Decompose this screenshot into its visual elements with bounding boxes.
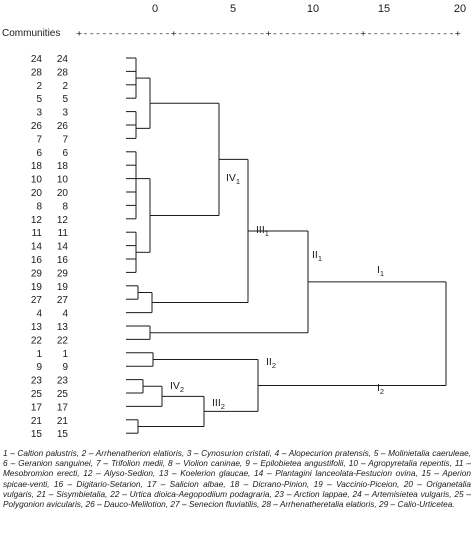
community-label: 29 [31, 268, 43, 279]
scale-tick-0: 0 [152, 3, 158, 15]
community-label: 22 [31, 335, 43, 346]
community-label: 26 [31, 121, 43, 132]
community-label: 7 [36, 134, 42, 145]
community-label: 16 [57, 255, 69, 266]
cluster-label-iii1: III1 [256, 224, 269, 238]
community-label: 15 [57, 429, 69, 440]
community-label: 10 [57, 175, 69, 186]
community-label: 23 [31, 376, 43, 387]
community-label: 25 [31, 389, 43, 400]
community-label: 27 [57, 295, 69, 306]
community-label: 6 [62, 148, 68, 159]
community-label: 12 [57, 215, 69, 226]
community-label: 21 [57, 416, 69, 427]
community-label: 28 [57, 67, 69, 78]
community-label: 13 [57, 322, 69, 333]
community-label: 11 [58, 228, 69, 239]
community-label: 12 [31, 215, 43, 226]
cluster-label-iv1: IV1 [226, 172, 240, 186]
community-label: 3 [36, 108, 42, 119]
distance-axis-line: +--------------+--------------+---------… [76, 29, 461, 39]
community-label: 24 [31, 54, 43, 65]
community-label: 10 [31, 175, 43, 186]
community-label: 18 [31, 161, 43, 172]
community-label: 1 [62, 349, 68, 360]
legend-text: 1 – Caltion palustris, 2 – Arrhenatherio… [3, 448, 471, 510]
community-label: 5 [36, 94, 42, 105]
community-label: 24 [57, 54, 69, 65]
axis-label: Communities [2, 28, 60, 39]
community-label: 28 [31, 67, 43, 78]
community-label: 20 [31, 188, 43, 199]
community-label: 29 [57, 268, 69, 279]
community-label: 20 [57, 188, 69, 199]
community-label: 17 [57, 402, 69, 413]
community-label: 9 [62, 362, 68, 373]
community-label: 8 [36, 201, 42, 212]
cluster-label-ii2: II2 [266, 356, 276, 370]
community-label: 19 [31, 282, 43, 293]
distance-scale: 0 5 10 15 20 Communities +--------------… [2, 3, 466, 39]
community-label: 4 [62, 309, 68, 320]
community-label: 17 [31, 402, 43, 413]
community-label: 19 [57, 282, 69, 293]
community-label: 14 [57, 242, 69, 253]
community-label: 1 [36, 349, 42, 360]
community-label: 4 [36, 309, 42, 320]
cluster-label-i1: I1 [377, 264, 384, 278]
community-label: 14 [31, 242, 43, 253]
community-label: 8 [62, 201, 68, 212]
cluster-label-iii2: III2 [212, 397, 225, 411]
community-label: 6 [36, 148, 42, 159]
community-label: 22 [57, 335, 69, 346]
community-label: 16 [31, 255, 43, 266]
cluster-label-iv2: IV2 [170, 380, 184, 394]
community-label: 5 [62, 94, 68, 105]
scale-tick-20: 20 [454, 3, 466, 15]
dendrogram: 0 5 10 15 20 Communities +--------------… [2, 3, 466, 440]
scale-tick-5: 5 [230, 3, 236, 15]
cluster-label-i2: I2 [377, 382, 384, 396]
community-label: 7 [62, 134, 68, 145]
community-label: 21 [31, 416, 43, 427]
community-label: 18 [57, 161, 69, 172]
community-label: 23 [57, 376, 69, 387]
cluster-label-ii1: II1 [312, 249, 322, 263]
community-label: 2 [62, 81, 68, 92]
scale-tick-15: 15 [378, 3, 390, 15]
community-label: 13 [31, 322, 43, 333]
scale-tick-10: 10 [307, 3, 319, 15]
community-label: 11 [32, 228, 43, 239]
community-label: 9 [36, 362, 42, 373]
community-label: 25 [57, 389, 69, 400]
community-label: 26 [57, 121, 69, 132]
community-label: 15 [31, 429, 43, 440]
dendrogram-branches [126, 57, 447, 434]
community-label: 27 [31, 295, 43, 306]
community-label: 3 [62, 108, 68, 119]
community-label: 2 [36, 81, 42, 92]
cluster-labels: IV1 III1 II1 I1 II2 IV2 III2 I2 [170, 172, 384, 411]
